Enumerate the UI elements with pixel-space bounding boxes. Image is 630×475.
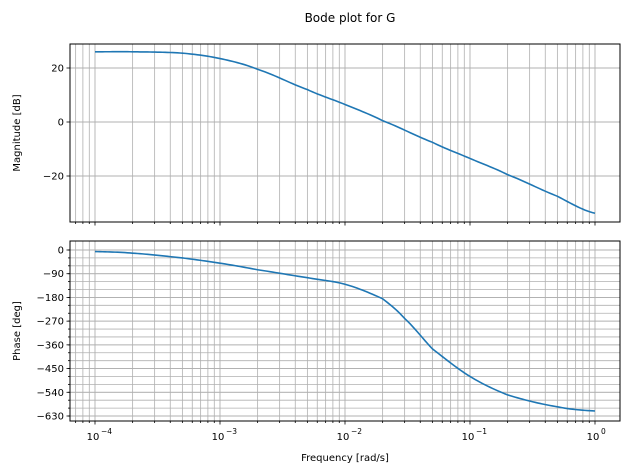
phase-xlabel: Frequency [rad/s] xyxy=(301,453,389,464)
y-tick-label: −270 xyxy=(37,317,64,328)
y-tick-label: −540 xyxy=(37,388,64,399)
x-tick-label: 10 xyxy=(337,432,350,443)
magnitude-ylabel: Magnitude [dB] xyxy=(12,94,23,171)
figure-title: Bode plot for G xyxy=(305,11,396,25)
magnitude-curve xyxy=(95,50,596,215)
x-tick-exponent: −3 xyxy=(226,427,237,436)
y-tick-label: −360 xyxy=(37,340,64,351)
y-tick-label: 20 xyxy=(51,64,64,75)
x-tick-exponent: −4 xyxy=(101,427,112,436)
magnitude-axes: −20 0 20 Magnitude [dB] xyxy=(12,43,621,226)
y-tick-label: −450 xyxy=(37,364,64,375)
y-tick-label: −630 xyxy=(37,412,64,423)
x-tick-exponent: −1 xyxy=(476,427,487,436)
x-tick-label: 10 xyxy=(212,432,225,443)
phase-ticks: 0−90−180−270−360−450−540−63010−410−310−2… xyxy=(37,246,606,444)
magnitude-grid xyxy=(70,44,620,222)
y-tick-label: −20 xyxy=(43,172,64,183)
y-tick-label: 0 xyxy=(58,246,64,257)
x-tick-exponent: −2 xyxy=(351,427,362,436)
y-tick-label: 0 xyxy=(58,118,64,129)
x-tick-label: 10 xyxy=(87,432,100,443)
y-tick-label: −180 xyxy=(37,293,64,304)
phase-curve xyxy=(94,250,596,412)
phase-ylabel: Phase [deg] xyxy=(12,301,23,361)
phase-grid xyxy=(70,241,620,421)
magnitude-ticks: −20 0 20 xyxy=(43,64,596,226)
x-tick-label: 10 xyxy=(587,432,600,443)
phase-axes: 0−90−180−270−360−450−540−63010−410−310−2… xyxy=(12,240,621,464)
y-tick-label: −90 xyxy=(43,269,64,280)
x-tick-label: 10 xyxy=(462,432,475,443)
x-tick-exponent: 0 xyxy=(601,427,606,436)
